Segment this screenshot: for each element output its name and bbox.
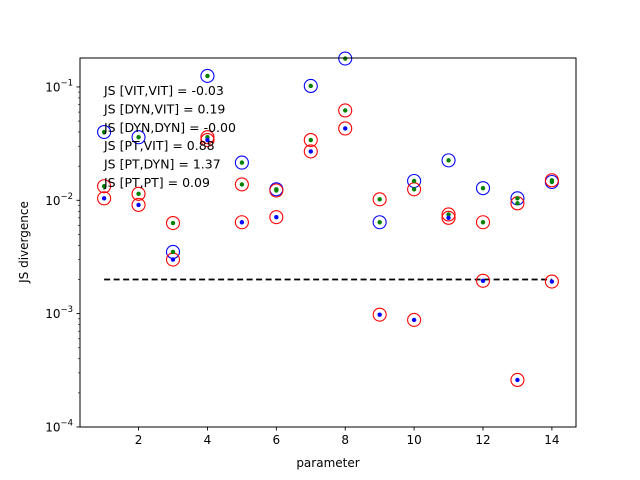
- open-circle-marker: [372, 215, 387, 230]
- dot-marker: [101, 184, 107, 189]
- open-circle-marker: [372, 307, 387, 322]
- y-axis-label: JS divergence: [17, 201, 31, 284]
- dot-marker: [549, 178, 555, 183]
- open-circle-marker: [97, 191, 112, 206]
- dot-marker: [549, 279, 555, 284]
- dot-marker: [136, 202, 141, 208]
- dot-marker: [308, 137, 313, 143]
- open-circle-marker: [200, 132, 215, 148]
- dot-marker: [515, 201, 520, 206]
- dot-marker: [343, 56, 348, 61]
- open-circle-marker: [441, 207, 456, 222]
- dot-marker: [239, 182, 245, 187]
- open-circle-marker: [372, 192, 387, 207]
- plot-frame: [79, 57, 577, 428]
- open-circle-marker: [234, 177, 249, 192]
- dot-marker: [480, 185, 486, 191]
- open-circle-marker: [269, 183, 284, 198]
- dot-marker: [308, 83, 313, 89]
- js-annotation: JS [DYN,VIT] = 0.19: [103, 101, 225, 116]
- dot-marker: [515, 196, 520, 201]
- js-annotation: JS [PT,VIT] = 0.88: [103, 138, 215, 153]
- open-circle-marker: [97, 124, 112, 140]
- x-tick-label: 6: [273, 433, 281, 447]
- open-circle-marker: [544, 274, 559, 289]
- dot-marker: [343, 108, 348, 113]
- open-circle-marker: [303, 144, 318, 159]
- dot-marker: [411, 178, 417, 184]
- dot-marker: [480, 220, 486, 225]
- open-circle-marker: [234, 215, 249, 230]
- dot-marker: [446, 158, 451, 163]
- x-tick-label: 10: [406, 433, 421, 447]
- open-circle-marker: [441, 210, 456, 225]
- dot-marker: [170, 249, 176, 255]
- open-circle-marker: [303, 78, 318, 94]
- dot-marker: [274, 188, 279, 193]
- dot-marker: [343, 126, 348, 131]
- open-circle-marker: [165, 215, 181, 231]
- js-annotation: JS [DYN,DYN] = -0.00: [103, 120, 236, 135]
- dot-marker: [377, 220, 382, 225]
- x-tick-label: 14: [544, 433, 559, 447]
- dot-marker: [446, 212, 451, 217]
- open-circle-marker: [131, 130, 146, 145]
- open-circle-marker: [338, 103, 353, 118]
- open-circle-marker: [200, 68, 215, 84]
- open-circle-marker: [200, 130, 215, 145]
- dot-marker: [101, 196, 107, 201]
- dot-marker: [239, 220, 245, 225]
- y-tick-label: 10−2: [45, 192, 73, 208]
- open-circle-marker: [475, 273, 491, 288]
- open-circle-marker: [475, 215, 491, 230]
- dot-marker: [136, 191, 141, 197]
- plot-background: [80, 58, 576, 427]
- y-tick-label: 10−4: [45, 419, 73, 435]
- dot-marker: [205, 137, 210, 143]
- dot-marker: [170, 257, 176, 262]
- open-circle-marker: [131, 197, 146, 212]
- open-circle-marker: [475, 181, 491, 196]
- dot-marker: [308, 149, 313, 154]
- dot-marker: [515, 377, 520, 383]
- dot-marker: [377, 312, 382, 317]
- js-annotation: JS [PT,DYN] = 1.37: [103, 157, 221, 172]
- x-tick-label: 12: [475, 433, 490, 447]
- open-circle-marker: [407, 312, 422, 327]
- dot-marker: [239, 160, 245, 165]
- dot-marker: [480, 278, 486, 283]
- open-circle-marker: [544, 173, 559, 188]
- open-circle-marker: [131, 186, 146, 201]
- open-circle-marker: [303, 132, 318, 148]
- js-annotation: JS [VIT,VIT] = -0.03: [103, 83, 224, 98]
- dot-marker: [136, 135, 141, 140]
- y-tick-label: 10−3: [45, 305, 73, 321]
- open-circle-marker: [338, 51, 353, 66]
- dot-marker: [101, 129, 107, 135]
- open-circle-marker: [234, 155, 249, 170]
- y-tick-label: 10−1: [45, 78, 73, 94]
- open-circle-marker: [269, 210, 284, 225]
- x-tick-label: 2: [135, 433, 143, 447]
- open-circle-marker: [338, 121, 353, 136]
- x-tick-label: 8: [341, 433, 349, 447]
- x-axis-label: parameter: [296, 456, 359, 470]
- dot-marker: [446, 215, 451, 221]
- open-circle-marker: [97, 179, 112, 194]
- x-tick-label: 4: [204, 433, 212, 447]
- dot-marker: [274, 214, 279, 220]
- open-circle-marker: [441, 153, 456, 168]
- dot-marker: [170, 220, 176, 226]
- dot-marker: [205, 73, 210, 79]
- dot-marker: [411, 187, 417, 192]
- open-circle-marker: [510, 372, 525, 388]
- dot-marker: [411, 317, 417, 323]
- dot-marker: [377, 197, 382, 202]
- js-annotation: JS [PT,PT] = 0.09: [103, 175, 210, 190]
